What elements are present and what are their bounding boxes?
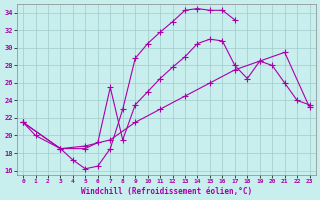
X-axis label: Windchill (Refroidissement éolien,°C): Windchill (Refroidissement éolien,°C) xyxy=(81,187,252,196)
